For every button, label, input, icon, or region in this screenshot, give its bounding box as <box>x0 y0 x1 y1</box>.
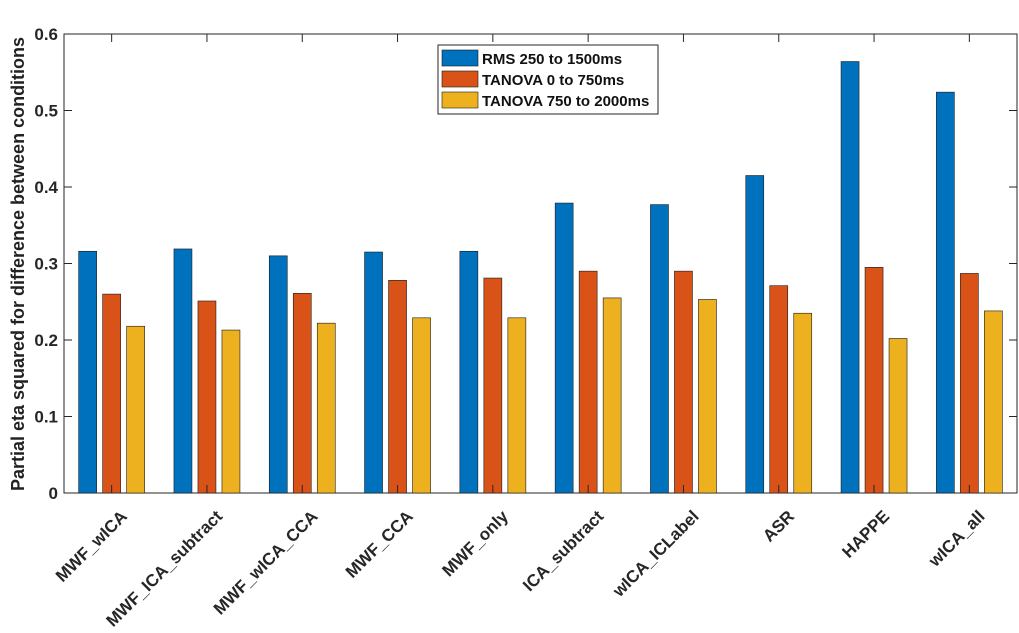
bar <box>650 204 669 494</box>
x-tick-label: MWF_CCA <box>342 507 417 582</box>
bar <box>769 285 789 494</box>
y-tick-label: 0.1 <box>34 408 58 427</box>
bar <box>412 317 431 494</box>
bar <box>197 300 217 494</box>
x-tick-label: ASR <box>759 507 798 546</box>
y-tick-label: 0.6 <box>34 25 58 44</box>
x-tick-label: ICA_subtract <box>519 507 607 595</box>
x-tick-label: MWF_wICA_CCA <box>210 507 322 619</box>
x-tick-label: MWF_wICA <box>52 507 131 586</box>
legend-label: RMS 250 to 1500ms <box>482 51 622 68</box>
x-tick-label: wICA_ICLabel <box>608 507 702 601</box>
y-tick-label: 0.3 <box>34 255 58 274</box>
x-tick-label: wICA_all <box>924 507 988 571</box>
x-tick-label: HAPPE <box>838 507 893 562</box>
bar <box>78 250 97 494</box>
legend-swatch <box>441 91 479 109</box>
bar <box>888 338 908 494</box>
bar <box>698 299 717 494</box>
y-axis-ticks: 0 0.1 0.2 0.3 0.4 0.5 0.6 <box>34 25 1017 503</box>
bars-group <box>78 61 1003 494</box>
bar <box>840 61 860 494</box>
y-tick-label: 0 <box>49 484 58 503</box>
legend-swatch <box>441 49 479 67</box>
y-tick-label: 0.4 <box>34 178 58 197</box>
x-tick-label: MWF_only <box>439 506 513 580</box>
legend-label: TANOVA 750 to 2000ms <box>482 93 649 110</box>
bar <box>578 270 598 494</box>
bar <box>292 293 312 494</box>
bar <box>268 255 288 494</box>
bar <box>745 175 765 494</box>
legend-swatch <box>441 70 479 88</box>
bar <box>483 277 503 494</box>
bar <box>984 310 1003 494</box>
bar <box>674 270 693 494</box>
y-axis-label: Partial eta squared for difference betwe… <box>8 37 28 491</box>
bar <box>936 91 955 494</box>
legend-label: TANOVA 0 to 750ms <box>482 72 624 89</box>
bar <box>793 312 813 494</box>
bar <box>960 273 979 494</box>
bar <box>864 267 884 494</box>
y-tick-label: 0.2 <box>34 331 58 350</box>
bar <box>507 317 527 494</box>
bar <box>554 202 574 494</box>
bar <box>173 248 193 494</box>
bar <box>388 280 407 494</box>
bar <box>126 325 145 494</box>
bar <box>459 250 479 494</box>
bar <box>602 297 622 494</box>
bar <box>316 322 336 494</box>
legend: RMS 250 to 1500ms TANOVA 0 to 750ms TANOVA… <box>437 44 659 115</box>
bar <box>364 251 383 494</box>
y-tick-label: 0.5 <box>34 102 58 121</box>
bar <box>102 293 121 494</box>
bar <box>221 329 241 494</box>
